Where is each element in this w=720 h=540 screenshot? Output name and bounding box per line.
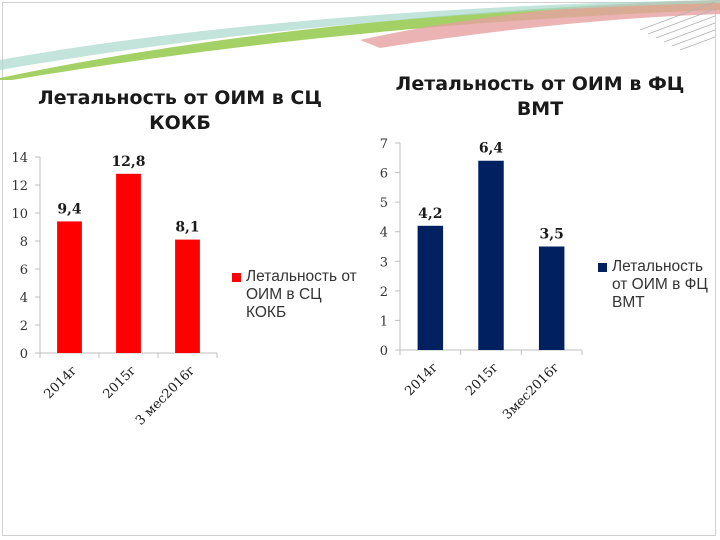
- chart-title-right: Летальность от ОИМ в ФЦ ВМТ: [395, 73, 685, 120]
- left-y-tick-label: 8: [20, 235, 28, 250]
- right-category-label: 2014г: [402, 360, 441, 399]
- left-bar: [57, 221, 82, 353]
- left-y-tick-label: 10: [11, 207, 28, 222]
- legend-swatch-right: [598, 263, 607, 272]
- legend-right: Летальность от ОИМ в ФЦ ВМТ: [598, 258, 718, 312]
- decor-stripes: [639, 1, 716, 51]
- right-y-tick-label: 0: [380, 344, 388, 359]
- left-y-tick-label: 4: [20, 291, 28, 306]
- right-category-label: 2015г: [463, 360, 502, 399]
- left-y-tick-label: 14: [11, 151, 28, 166]
- right-data-label: 6,4: [479, 141, 504, 157]
- left-y-tick-label: 6: [20, 263, 28, 278]
- right-bar: [478, 160, 504, 350]
- left-y-tick-label: 0: [20, 347, 28, 362]
- right-y-tick-label: 7: [380, 137, 388, 152]
- legend-label-right: Летальность от ОИМ в ФЦ ВМТ: [612, 258, 708, 311]
- right-data-label: 3,5: [539, 227, 563, 243]
- left-data-label: 12,8: [111, 154, 145, 170]
- right-y-tick-label: 4: [380, 226, 388, 241]
- right-bar: [417, 225, 444, 350]
- legend-label-left: Летальность от ОИМ в СЦ КОКБ: [246, 268, 357, 321]
- right-y-tick-label: 1: [380, 314, 388, 329]
- chart-title-left: Летальность от ОИМ в СЦ КОКБ: [38, 87, 322, 134]
- slide-decoration: [0, 0, 720, 80]
- legend-left: Летальность от ОИМ в СЦ КОКБ: [232, 268, 357, 322]
- left-data-label: 8,1: [175, 220, 199, 236]
- left-data-label: 9,4: [57, 201, 82, 217]
- left-y-tick-label: 2: [20, 319, 28, 334]
- legend-swatch-left: [232, 273, 241, 282]
- right-bar: [538, 246, 565, 350]
- decor-swoosh-pink: [360, 0, 720, 48]
- right-y-tick-label: 2: [380, 285, 388, 300]
- left-bar: [175, 239, 200, 353]
- left-y-tick-label: 12: [11, 179, 28, 194]
- right-y-tick-label: 6: [380, 167, 388, 182]
- right-y-tick-label: 5: [380, 196, 388, 211]
- right-y-tick-label: 3: [380, 255, 388, 270]
- right-category-label: 3мес2016г: [500, 360, 563, 423]
- left-bar: [116, 173, 141, 353]
- right-data-label: 4,2: [418, 206, 442, 222]
